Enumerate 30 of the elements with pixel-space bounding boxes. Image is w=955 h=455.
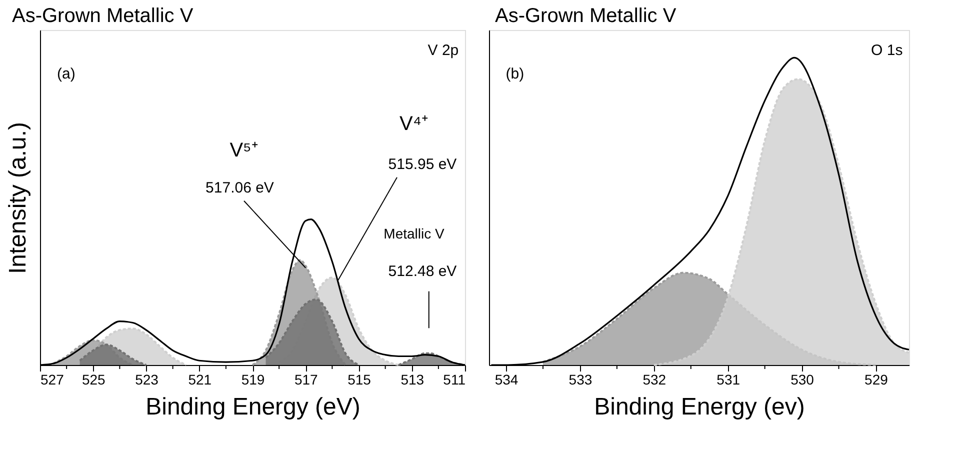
x-axis-title: Binding Energy (eV) [146, 394, 360, 420]
text: V 2p [428, 42, 459, 60]
text: 515.95 eV [388, 156, 457, 173]
x-tick-label: 519 [241, 372, 265, 388]
x-tick-label: 531 [716, 372, 740, 388]
x-tick-label: 529 [864, 372, 888, 388]
x-tick-label: 534 [494, 372, 518, 388]
x-tick-label: 511 [443, 372, 466, 388]
x-tick-label: 525 [82, 372, 106, 388]
chart-title: As-Grown Metallic V [495, 5, 677, 27]
x-tick-label: 527 [40, 372, 64, 388]
x-axis-title: Binding Energy (ev) [594, 394, 805, 420]
text: (a) [57, 66, 76, 83]
annotation: Metallic V [384, 225, 445, 242]
x-tick-label: 517 [294, 372, 318, 388]
text: V⁵⁺ [230, 140, 258, 162]
annotation: O 1s [871, 42, 903, 60]
x-tick-label: 515 [348, 372, 372, 388]
x-tick-label: 530 [790, 372, 814, 388]
chart-title: As-Grown Metallic V [12, 5, 194, 27]
x-tick-label: 521 [188, 372, 212, 388]
y-axis-title: Intensity (a.u.) [4, 122, 32, 274]
annotation: 512.48 eV [388, 263, 457, 280]
annotation: (b) [506, 66, 524, 83]
x-tick-label: 532 [642, 372, 666, 388]
x-tick-label: 533 [568, 372, 592, 388]
text: V⁴⁺ [400, 112, 428, 135]
text: 517.06 eV [206, 179, 274, 196]
x-tick-label: 523 [135, 372, 159, 388]
x-tick-label: 513 [400, 372, 424, 388]
